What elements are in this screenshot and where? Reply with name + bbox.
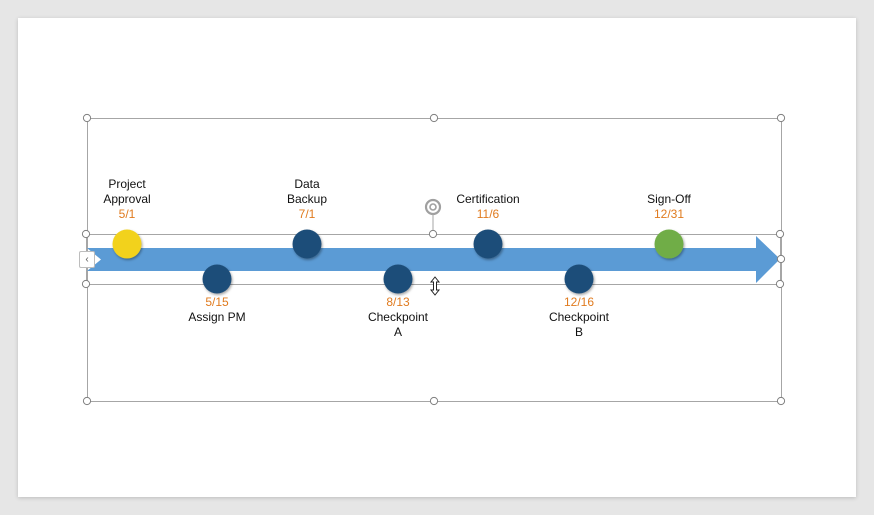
resize-cursor-icon: [429, 276, 441, 296]
milestone-marker[interactable]: [654, 229, 684, 259]
resize-handle[interactable]: [82, 113, 92, 123]
milestone-label: Project Approval: [103, 177, 151, 206]
milestone-marker[interactable]: [473, 229, 503, 259]
chevron-left-icon: ‹: [85, 254, 89, 265]
timeline-arrow[interactable]: [87, 236, 780, 283]
rotate-handle-icon[interactable]: [424, 198, 442, 233]
milestone-date: 12/31: [653, 207, 685, 221]
resize-handle[interactable]: [428, 229, 438, 239]
resize-handle[interactable]: [82, 396, 92, 406]
milestone-date: 5/1: [118, 207, 136, 221]
milestone-label: Sign-Off: [647, 192, 691, 206]
resize-handle[interactable]: [775, 279, 785, 289]
milestone-date: 8/13: [386, 295, 410, 309]
resize-handle[interactable]: [429, 113, 439, 123]
milestone-marker[interactable]: [112, 229, 142, 259]
milestone-date: 5/15: [205, 295, 229, 309]
milestone-marker[interactable]: [383, 264, 413, 294]
collapse-pane-button[interactable]: ‹: [79, 251, 95, 268]
resize-handle[interactable]: [776, 396, 786, 406]
milestone-label: Checkpoint B: [548, 310, 610, 339]
milestone-label: Assign PM: [188, 310, 246, 324]
milestone-label: Certification: [456, 192, 520, 206]
milestone-date: 11/6: [476, 207, 500, 221]
resize-handle[interactable]: [81, 229, 91, 239]
resize-handle[interactable]: [776, 113, 786, 123]
resize-handle[interactable]: [429, 396, 439, 406]
resize-handle[interactable]: [776, 254, 786, 264]
milestone-marker[interactable]: [292, 229, 322, 259]
resize-handle[interactable]: [775, 229, 785, 239]
milestone-date: 7/1: [298, 207, 316, 221]
milestone-marker[interactable]: [202, 264, 232, 294]
milestone-label: Checkpoint A: [367, 310, 429, 339]
milestone-marker[interactable]: [564, 264, 594, 294]
resize-handle[interactable]: [81, 279, 91, 289]
milestone-label: Data Backup: [286, 177, 328, 206]
milestone-date: 12/16: [563, 295, 595, 309]
